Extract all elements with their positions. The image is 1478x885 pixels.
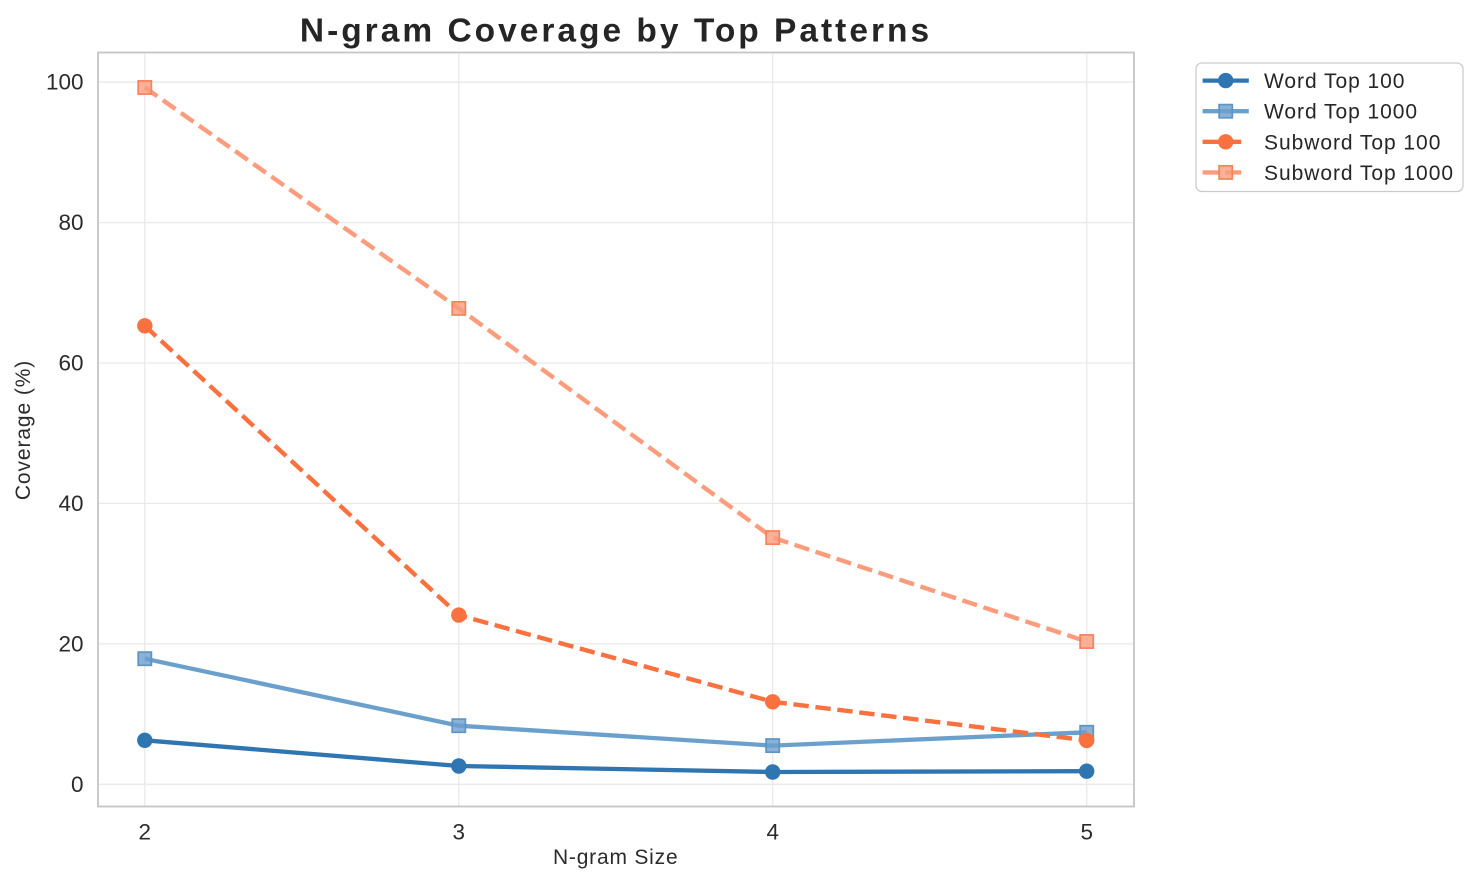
svg-text:40: 40	[58, 491, 83, 516]
svg-text:N-gram Coverage by Top Pattern: N-gram Coverage by Top Patterns	[300, 13, 932, 50]
svg-text:3: 3	[453, 820, 466, 845]
svg-text:20: 20	[58, 631, 83, 656]
svg-text:Subword Top 1000: Subword Top 1000	[1264, 162, 1454, 185]
svg-text:Coverage (%): Coverage (%)	[12, 360, 35, 500]
svg-text:80: 80	[58, 210, 83, 235]
svg-text:0: 0	[71, 772, 84, 797]
svg-text:60: 60	[58, 351, 83, 376]
svg-text:Word Top 1000: Word Top 1000	[1264, 101, 1418, 124]
svg-text:Subword Top 100: Subword Top 100	[1264, 131, 1441, 154]
svg-text:Word Top 100: Word Top 100	[1264, 70, 1405, 93]
svg-text:100: 100	[46, 70, 84, 95]
svg-text:4: 4	[766, 820, 779, 845]
svg-text:5: 5	[1080, 820, 1093, 845]
svg-text:N-gram Size: N-gram Size	[553, 846, 679, 869]
svg-text:2: 2	[139, 820, 152, 845]
